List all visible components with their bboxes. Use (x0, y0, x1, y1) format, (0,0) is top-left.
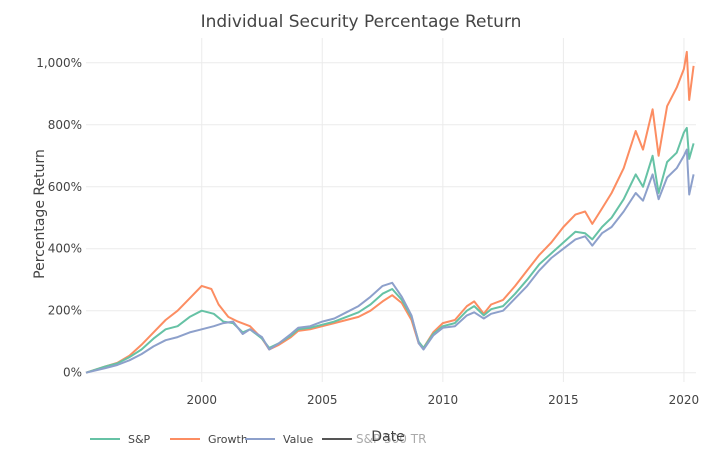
series-line-growth (85, 50, 695, 374)
chart-title: Individual Security Percentage Return (201, 12, 522, 32)
series-layer (85, 50, 695, 374)
series-line-value (85, 148, 695, 374)
x-axis: 2000 2005 2010 2015 2020 (186, 393, 699, 407)
y-axis-title: Percentage Return (32, 149, 48, 279)
y-tick-label: 0% (63, 366, 82, 380)
legend-label-growth[interactable]: Growth (208, 433, 248, 446)
y-tick-label: 1,000% (36, 56, 82, 70)
y-axis: 0% 200% 400% 600% 800% 1,000% (36, 56, 82, 380)
x-tick-label: 2010 (428, 393, 459, 407)
y-tick-label: 400% (48, 242, 82, 256)
y-tick-label: 600% (48, 180, 82, 194)
legend-label-value[interactable]: Value (283, 433, 313, 446)
x-tick-label: 2005 (307, 393, 338, 407)
legend-label-s-p[interactable]: S&P (128, 433, 151, 446)
x-tick-label: 2015 (548, 393, 579, 407)
legend: S&P Growth Value S&P 500 TR (90, 432, 426, 446)
series-line-s-p (85, 126, 695, 374)
y-tick-label: 200% (48, 304, 82, 318)
x-tick-label: 2000 (186, 393, 217, 407)
y-tick-label: 800% (48, 118, 82, 132)
grid-layer (86, 38, 696, 382)
x-axis-title: Date (371, 429, 404, 445)
legend-label-sp-500-tr[interactable]: S&P 500 TR (356, 432, 426, 446)
x-tick-label: 2020 (669, 393, 700, 407)
